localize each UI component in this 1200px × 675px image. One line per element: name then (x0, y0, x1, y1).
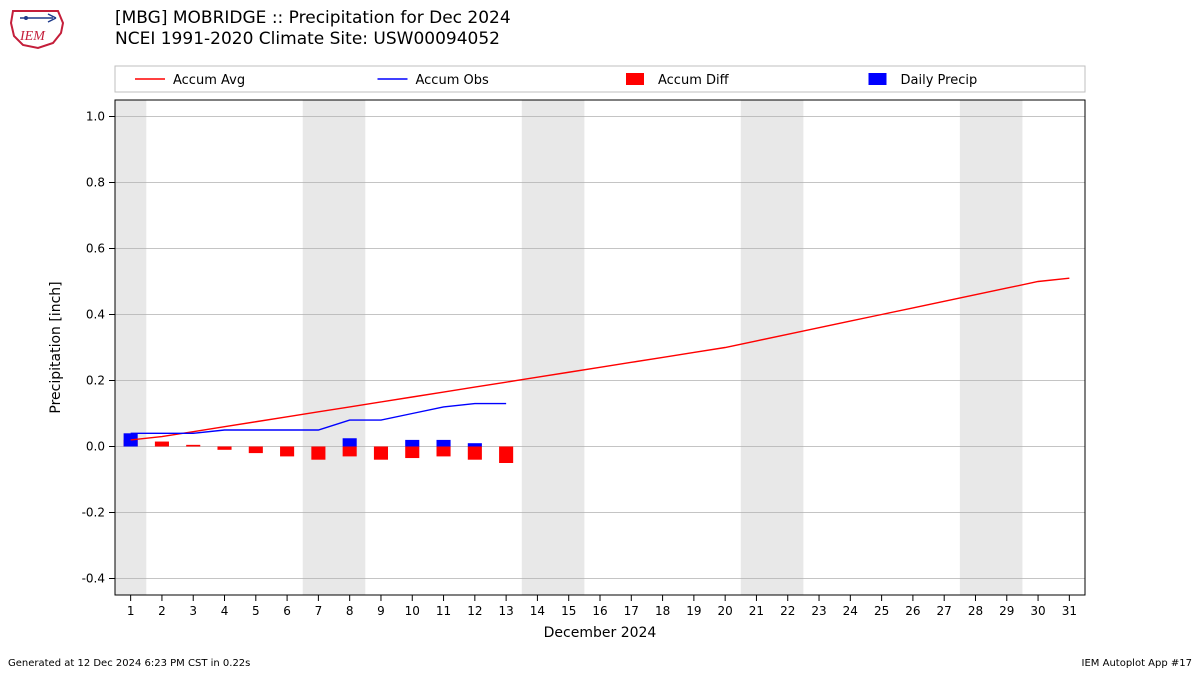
footer-generated: Generated at 12 Dec 2024 6:23 PM CST in … (8, 658, 250, 669)
svg-text:9: 9 (377, 604, 385, 618)
svg-text:20: 20 (718, 604, 733, 618)
svg-text:30: 30 (1030, 604, 1045, 618)
svg-text:16: 16 (592, 604, 607, 618)
svg-text:3: 3 (189, 604, 197, 618)
svg-text:5: 5 (252, 604, 260, 618)
svg-text:15: 15 (561, 604, 576, 618)
svg-text:0.8: 0.8 (86, 176, 105, 190)
svg-text:12: 12 (467, 604, 482, 618)
svg-text:8: 8 (346, 604, 354, 618)
svg-text:23: 23 (811, 604, 826, 618)
svg-text:2: 2 (158, 604, 166, 618)
svg-text:1.0: 1.0 (86, 110, 105, 124)
svg-text:24: 24 (843, 604, 858, 618)
svg-text:Accum Diff: Accum Diff (658, 73, 730, 88)
svg-text:11: 11 (436, 604, 451, 618)
svg-text:27: 27 (937, 604, 952, 618)
svg-text:28: 28 (968, 604, 983, 618)
svg-text:0.6: 0.6 (86, 242, 105, 256)
svg-text:17: 17 (624, 604, 639, 618)
svg-text:0.0: 0.0 (86, 440, 105, 454)
svg-text:4: 4 (221, 604, 229, 618)
svg-text:18: 18 (655, 604, 670, 618)
svg-text:Accum Avg: Accum Avg (173, 73, 245, 88)
svg-text:10: 10 (405, 604, 420, 618)
svg-text:-0.4: -0.4 (82, 572, 105, 586)
svg-text:31: 31 (1062, 604, 1077, 618)
svg-text:14: 14 (530, 604, 545, 618)
svg-text:25: 25 (874, 604, 889, 618)
svg-text:22: 22 (780, 604, 795, 618)
svg-text:Precipitation [inch]: Precipitation [inch] (48, 281, 64, 413)
svg-text:29: 29 (999, 604, 1014, 618)
svg-text:0.2: 0.2 (86, 374, 105, 388)
svg-text:19: 19 (686, 604, 701, 618)
svg-text:0.4: 0.4 (86, 308, 105, 322)
precip-chart: -0.4-0.20.00.20.40.60.81.012345678910111… (0, 0, 1200, 675)
svg-text:1: 1 (127, 604, 135, 618)
svg-text:December 2024: December 2024 (544, 625, 657, 641)
svg-text:Daily Precip: Daily Precip (901, 73, 978, 88)
svg-text:21: 21 (749, 604, 764, 618)
footer-app: IEM Autoplot App #17 (1082, 658, 1192, 669)
svg-text:Accum Obs: Accum Obs (416, 73, 489, 88)
svg-text:7: 7 (315, 604, 323, 618)
svg-text:13: 13 (498, 604, 513, 618)
svg-text:-0.2: -0.2 (82, 506, 105, 520)
svg-text:6: 6 (283, 604, 291, 618)
svg-text:26: 26 (905, 604, 920, 618)
